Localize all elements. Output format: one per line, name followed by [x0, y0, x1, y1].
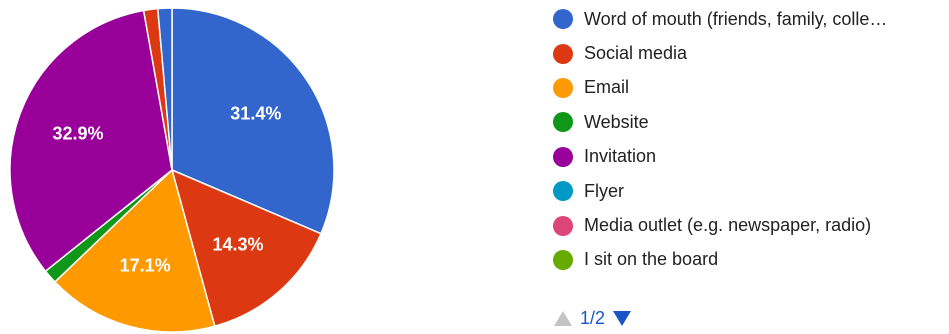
pie-slice[interactable]	[171, 7, 335, 235]
legend-item[interactable]: Social media	[553, 36, 949, 70]
legend-label: Word of mouth (friends, family, colle…	[584, 8, 888, 29]
legend-color-swatch	[553, 77, 573, 98]
legend-label: Invitation	[584, 146, 657, 167]
pie-slice-data-label: 17.1%	[120, 256, 171, 276]
legend-color-swatch	[553, 9, 573, 30]
pager-text: 1/2	[580, 308, 606, 328]
legend-label: Website	[584, 111, 649, 132]
pie-slice[interactable]	[170, 168, 322, 328]
legend-item[interactable]: I sit on the board	[553, 243, 949, 277]
pie-slice[interactable]	[53, 168, 216, 333]
legend-color-swatch	[553, 181, 573, 202]
triangle-up-icon	[554, 311, 572, 326]
legend-item[interactable]: Flyer	[553, 174, 949, 208]
pie-slice-data-label: 14.3%	[212, 234, 263, 254]
legend-label: Media outlet (e.g. newspaper, radio)	[584, 215, 872, 236]
triangle-down-icon[interactable]	[613, 311, 632, 326]
pie-slice[interactable]	[9, 9, 173, 273]
legend-color-swatch	[553, 249, 573, 270]
legend-item[interactable]: Email	[553, 71, 949, 105]
legend-item[interactable]: Media outlet (e.g. newspaper, radio)	[553, 208, 949, 242]
legend-item[interactable]: Website	[553, 105, 949, 139]
pie-slice[interactable]	[156, 7, 173, 171]
legend-pager: 1/2	[554, 308, 632, 329]
legend-color-swatch	[553, 112, 573, 133]
legend-item[interactable]: Invitation	[553, 140, 949, 174]
legend-color-swatch	[553, 43, 573, 64]
legend-label: I sit on the board	[584, 249, 719, 270]
legend-label: Flyer	[584, 180, 624, 201]
pie-chart-svg: 31.4% 14.3% 17.1% 32.9%	[9, 7, 335, 333]
pie-chart: 31.4% 14.3% 17.1% 32.9%	[9, 7, 335, 333]
pie-slice-data-label: 32.9%	[52, 123, 103, 143]
legend-label: Email	[584, 77, 630, 98]
legend-label: Social media	[584, 43, 688, 64]
legend: Word of mouth (friends, family, colle… So…	[553, 2, 949, 277]
pie-slice-data-label: 31.4%	[230, 103, 281, 123]
legend-item[interactable]: Word of mouth (friends, family, colle…	[553, 2, 949, 36]
legend-color-swatch	[553, 215, 573, 236]
legend-color-swatch	[553, 146, 573, 167]
